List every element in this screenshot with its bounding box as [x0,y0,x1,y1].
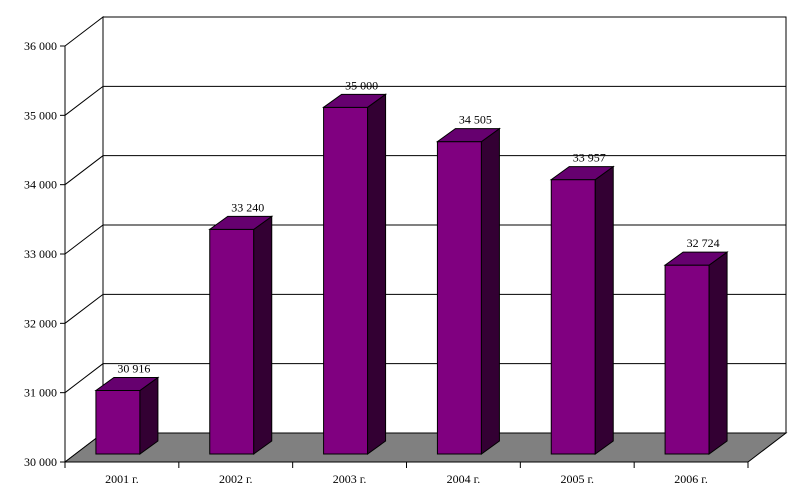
data-label: 30 916 [117,361,150,375]
bars [94,93,729,455]
bar-side [253,215,273,455]
bar-top [663,251,729,266]
gridline [64,85,786,116]
y-tick-label: 35 000 [24,108,57,122]
bar-side [367,93,387,455]
x-tick-label: 2002 г. [219,472,253,486]
data-label: 33 957 [573,151,606,165]
bar [322,93,388,455]
bar-front [323,106,369,455]
y-tick-label: 34 000 [24,178,57,192]
gridline [64,155,786,186]
bar-top [435,128,501,143]
y-tick-label: 31 000 [24,386,57,400]
x-tick-label: 2006 г. [674,472,708,486]
bar [94,376,160,455]
y-axis: 30 000 31 000 32 000 33 000 34 000 35 000 36 0… [24,39,66,469]
bar [663,251,729,455]
x-tick-label: 2005 г. [560,472,594,486]
bar-side [594,165,614,455]
bar-top [322,93,388,108]
data-label: 34 505 [459,113,492,127]
data-label: 33 240 [231,200,264,214]
y-tick-label: 33 000 [24,247,57,261]
bar-front [209,228,255,455]
bar-side [480,127,500,455]
y-tick-label: 30 000 [24,455,57,469]
bar [208,215,274,455]
x-tick-label: 2003 г. [333,472,367,486]
y-tick-label: 32 000 [24,316,57,330]
bar [435,127,501,455]
y-tick-label: 36 000 [24,39,57,53]
bar-top [549,166,615,181]
bar-front [664,264,710,455]
bar-side [708,251,728,455]
bar-top [208,215,274,230]
data-labels: 30 916 33 240 35 000 34 505 33 957 32 724 [117,78,719,375]
x-tick-label: 2001 г. [105,472,139,486]
x-axis: 2001 г. 2002 г. 2003 г. 2004 г. 2005 г. 2006 … [64,461,749,486]
bar-front [550,179,596,455]
bar-top [94,376,160,391]
data-label: 35 000 [345,78,378,92]
bar-front [95,389,141,455]
data-label: 32 724 [687,236,720,250]
bar-front [436,141,482,455]
x-tick-label: 2004 г. [447,472,481,486]
bar [549,165,615,455]
